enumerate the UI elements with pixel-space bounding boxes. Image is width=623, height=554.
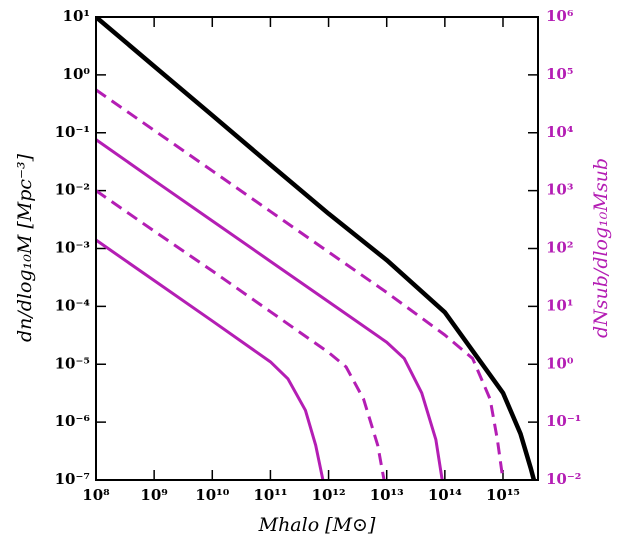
series-line	[96, 189, 386, 480]
y-tick-label: 10⁻¹	[55, 123, 90, 141]
x-tick-label: 10¹¹	[253, 486, 287, 504]
x-tick-label: 10¹⁰	[195, 486, 229, 504]
y-tick-label: 10⁻⁶	[55, 412, 91, 430]
y2-tick-label: 10⁴	[546, 123, 574, 141]
y2-tick-label: 10⁻¹	[546, 412, 581, 430]
x-tick-label: 10⁸	[82, 486, 110, 504]
x-axis-label: Mhalo [M⊙]	[258, 514, 376, 536]
y2-tick-label: 10³	[546, 181, 573, 199]
series-line	[96, 88, 505, 480]
x-tick-label: 10⁹	[140, 486, 167, 504]
series-line	[96, 138, 444, 480]
y-tick-label: 10⁰	[63, 65, 91, 83]
x-tick-label: 10¹²	[312, 486, 346, 504]
y2-axis-label: dNsub/dlog₁₀Msub	[590, 158, 612, 338]
x-tick-label: 10¹⁵	[486, 486, 520, 504]
y-tick-label: 10⁻⁴	[55, 296, 91, 314]
plot-frame	[95, 16, 539, 481]
x-tick-label: 10¹⁴	[428, 486, 462, 504]
y-axis-label: dn/dlog₁₀M [Mpc⁻³]	[14, 153, 36, 342]
y-tick-label: 10⁻⁷	[55, 470, 90, 488]
series-line	[96, 238, 325, 480]
y-tick-label: 10⁻³	[55, 239, 90, 257]
y-tick-label: 10⁻⁵	[55, 354, 90, 372]
y-tick-label: 10¹	[63, 7, 90, 25]
y-tick-label: 10⁻²	[55, 181, 90, 199]
y2-tick-label: 10¹	[546, 296, 573, 314]
x-tick-label: 10¹³	[370, 486, 404, 504]
y2-tick-label: 10⁶	[546, 7, 574, 25]
y2-tick-label: 10⁻²	[546, 470, 581, 488]
series-line	[96, 17, 537, 480]
y2-tick-label: 10²	[546, 239, 573, 257]
y2-tick-label: 10⁰	[546, 354, 574, 372]
y2-tick-label: 10⁵	[546, 65, 573, 83]
